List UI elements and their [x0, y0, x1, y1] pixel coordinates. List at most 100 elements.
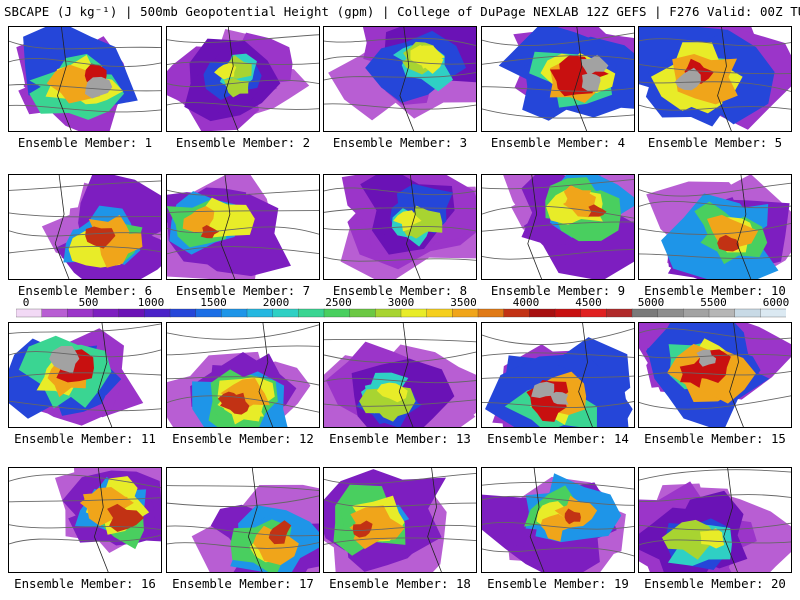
- colorbar-tick-label: 3500: [450, 296, 477, 309]
- height-contour: [482, 495, 634, 506]
- cape-field-map: [324, 468, 476, 572]
- state-boundary: [527, 175, 542, 279]
- height-contour: [167, 495, 319, 507]
- height-contour: [482, 328, 634, 346]
- cape-field-map: [9, 175, 161, 279]
- colorbar-tick-label: 500: [78, 296, 99, 309]
- height-contour: [482, 32, 634, 46]
- ensemble-member-panel: [638, 174, 792, 280]
- ensemble-member-panel: [323, 26, 477, 132]
- colorbar-swatch: [118, 308, 145, 318]
- height-contour: [482, 352, 634, 358]
- height-contour: [167, 209, 319, 214]
- cape-shading-region: [550, 391, 569, 405]
- height-contour: [482, 249, 634, 260]
- state-boundary: [723, 468, 738, 572]
- state-boundary: [97, 323, 113, 427]
- height-contour: [167, 34, 319, 43]
- ensemble-member-caption: Ensemble Member: 18: [329, 576, 471, 591]
- height-contour: [9, 104, 161, 113]
- cape-field-map: [482, 323, 634, 427]
- height-contour: [482, 221, 634, 232]
- ensemble-member-panel: [323, 467, 477, 573]
- colorbar-swatch: [503, 308, 530, 318]
- height-contour: [324, 72, 476, 81]
- colorbar-swatch: [41, 308, 68, 318]
- ensemble-member-caption: Ensemble Member: 4: [490, 135, 626, 150]
- height-contour: [324, 399, 476, 407]
- cape-shading-region: [699, 528, 725, 549]
- colorbar-swatch: [92, 308, 120, 318]
- cape-colorbar: [16, 308, 786, 318]
- state-boundary: [729, 323, 744, 427]
- cape-field-map: [9, 468, 161, 572]
- height-contour: [639, 522, 791, 531]
- ensemble-member-panel: [166, 174, 320, 280]
- colorbar-swatch: [67, 308, 94, 318]
- colorbar-tick-label: 4000: [512, 296, 540, 309]
- ensemble-member-caption: Ensemble Member: 8: [332, 283, 468, 298]
- height-contour: [167, 525, 319, 537]
- cape-shading-region: [580, 54, 609, 76]
- colorbar-swatch: [169, 308, 197, 318]
- colorbar-swatch: [375, 308, 402, 318]
- height-contour: [324, 37, 476, 46]
- ensemble-member-panel: [481, 467, 635, 573]
- state-boundary: [405, 175, 421, 279]
- height-contour: [9, 372, 161, 379]
- height-contour: [167, 61, 319, 66]
- ensemble-member-caption: Ensemble Member: 1: [17, 135, 153, 150]
- cape-field-map: [482, 27, 634, 131]
- height-contour: [9, 323, 161, 334]
- state-boundary: [93, 468, 109, 572]
- cape-field-map: [482, 175, 634, 279]
- height-contour: [324, 103, 476, 110]
- ensemble-member-panel: [638, 467, 792, 573]
- ensemble-member-caption: Ensemble Member: 17: [172, 576, 314, 591]
- ensemble-member-caption: Ensemble Member: 6: [17, 283, 153, 298]
- ensemble-member-caption: Ensemble Member: 20: [644, 576, 786, 591]
- height-contour: [482, 205, 634, 219]
- ensemble-member-caption: Ensemble Member: 11: [14, 431, 156, 446]
- state-boundary: [399, 27, 415, 131]
- height-contour: [9, 245, 161, 254]
- map-title: SBCAPE (J kg⁻¹) | 500mb Geopotential Hei…: [4, 4, 800, 19]
- colorbar-tick-label: 2500: [325, 296, 352, 309]
- height-contour: [639, 253, 791, 259]
- height-contour: [639, 353, 791, 359]
- height-contour: [167, 79, 319, 88]
- colorbar-swatch: [554, 308, 582, 318]
- cape-shading-region: [554, 495, 598, 528]
- height-contour: [167, 226, 319, 235]
- height-contour: [167, 376, 319, 386]
- height-contour: [9, 534, 161, 545]
- colorbar-swatch: [657, 308, 684, 318]
- height-contour: [324, 226, 476, 232]
- state-boundary: [223, 27, 239, 131]
- ensemble-member-caption: Ensemble Member: 9: [490, 283, 626, 298]
- height-contour: [324, 377, 476, 384]
- height-contour: [639, 223, 791, 235]
- cape-shading-region: [717, 234, 740, 252]
- ensemble-member-panel: [638, 26, 792, 132]
- height-contour: [9, 40, 161, 50]
- ensemble-member-caption: Ensemble Member: 16: [14, 576, 156, 591]
- colorbar-swatch: [144, 308, 171, 318]
- height-contour: [482, 108, 634, 119]
- height-contour: [482, 178, 634, 190]
- cape-field-map: [167, 323, 319, 427]
- height-contour: [639, 395, 791, 410]
- height-contour: [482, 86, 634, 92]
- height-contour: [639, 182, 791, 197]
- height-contour: [639, 200, 791, 209]
- colorbar-swatch: [400, 308, 428, 318]
- state-boundary: [572, 27, 588, 131]
- ensemble-member-panel: [166, 322, 320, 428]
- height-contour: [167, 246, 319, 255]
- height-contour: [167, 102, 319, 110]
- colorbar-swatch: [580, 308, 607, 318]
- cape-shading-region: [674, 67, 701, 91]
- ensemble-member-panel: [166, 467, 320, 573]
- height-contour: [9, 524, 161, 531]
